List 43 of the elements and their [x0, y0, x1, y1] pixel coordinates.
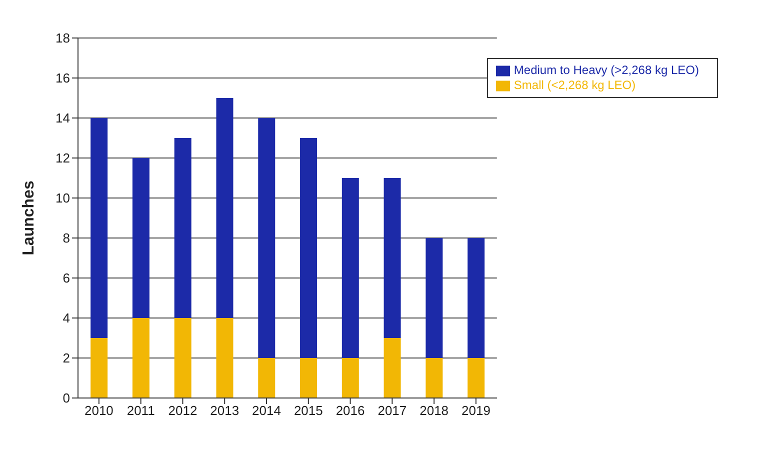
- y-tick-label: 10: [56, 190, 70, 206]
- y-tick-label: 18: [56, 30, 70, 46]
- bar: [468, 238, 485, 358]
- bar: [426, 358, 443, 398]
- bar: [468, 358, 485, 398]
- bar: [132, 158, 150, 318]
- bar: [258, 118, 276, 358]
- x-tick-label: 2010: [84, 403, 114, 418]
- y-tick-label: 14: [56, 110, 70, 126]
- x-tick-label: 2017: [378, 403, 407, 418]
- bar: [384, 338, 401, 398]
- y-tick-label: 12: [56, 150, 70, 166]
- bar: [132, 318, 150, 398]
- bar: [300, 138, 318, 358]
- x-tick-label: 2019: [462, 403, 490, 418]
- y-tick-label: 4: [62, 310, 70, 326]
- bar: [258, 358, 276, 398]
- bar: [426, 238, 443, 358]
- legend-label: Small (<2,268 kg LEO): [514, 78, 636, 92]
- bar: [216, 318, 234, 398]
- bar: [300, 358, 318, 398]
- y-tick-label: 2: [62, 350, 70, 366]
- x-tick-label: 2016: [336, 403, 365, 418]
- y-tick-label: 6: [62, 270, 70, 286]
- bar: [384, 178, 401, 338]
- x-tick-label: 2015: [294, 403, 323, 418]
- bar: [342, 178, 359, 358]
- y-tick-label: 0: [62, 390, 70, 406]
- x-tick-label: 2011: [126, 403, 155, 418]
- y-axis-title: Launches: [20, 180, 38, 256]
- legend-label: Medium to Heavy (>2,268 kg LEO): [514, 63, 699, 77]
- x-tick-label: 2012: [168, 403, 198, 418]
- x-tick-label: 2018: [420, 403, 449, 418]
- x-tick-label: 2014: [252, 403, 281, 418]
- bar: [90, 338, 108, 398]
- bar: [90, 118, 108, 338]
- bar: [174, 318, 192, 398]
- x-tick-label: 2013: [210, 403, 240, 418]
- bar: [342, 358, 359, 398]
- bar: [216, 98, 234, 318]
- y-tick-label: 16: [56, 70, 70, 86]
- y-tick-label: 8: [62, 230, 70, 246]
- bar: [174, 138, 192, 318]
